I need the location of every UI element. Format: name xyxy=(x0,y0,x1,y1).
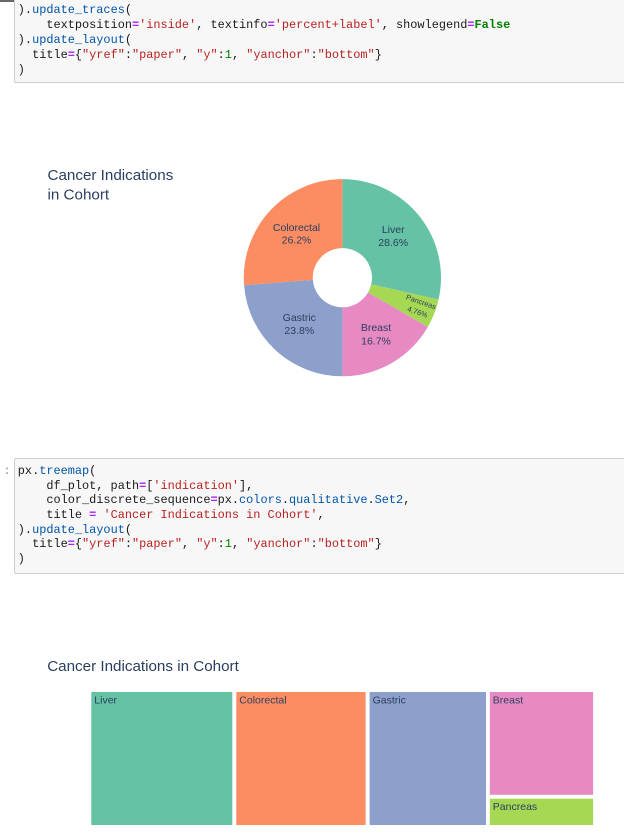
svg-text:Liver: Liver xyxy=(94,695,117,707)
svg-text:Gastric: Gastric xyxy=(373,695,406,707)
svg-text:23.8%: 23.8% xyxy=(284,325,314,337)
svg-text:Gastric: Gastric xyxy=(283,312,316,324)
svg-text:28.6%: 28.6% xyxy=(378,237,408,249)
svg-text:in Cohort: in Cohort xyxy=(48,187,110,204)
svg-text:Cancer Indications in Cohort: Cancer Indications in Cohort xyxy=(47,658,239,675)
svg-text:Liver: Liver xyxy=(382,224,405,236)
svg-text:Breast: Breast xyxy=(361,322,391,334)
svg-text:26.2%: 26.2% xyxy=(282,235,312,247)
svg-text:Pancreas: Pancreas xyxy=(493,801,537,813)
svg-text:Colorectal: Colorectal xyxy=(273,222,320,234)
svg-text:Breast: Breast xyxy=(493,695,523,707)
svg-text:Colorectal: Colorectal xyxy=(239,695,286,707)
svg-text:Cancer Indications: Cancer Indications xyxy=(48,167,174,184)
svg-text:16.7%: 16.7% xyxy=(361,335,391,347)
